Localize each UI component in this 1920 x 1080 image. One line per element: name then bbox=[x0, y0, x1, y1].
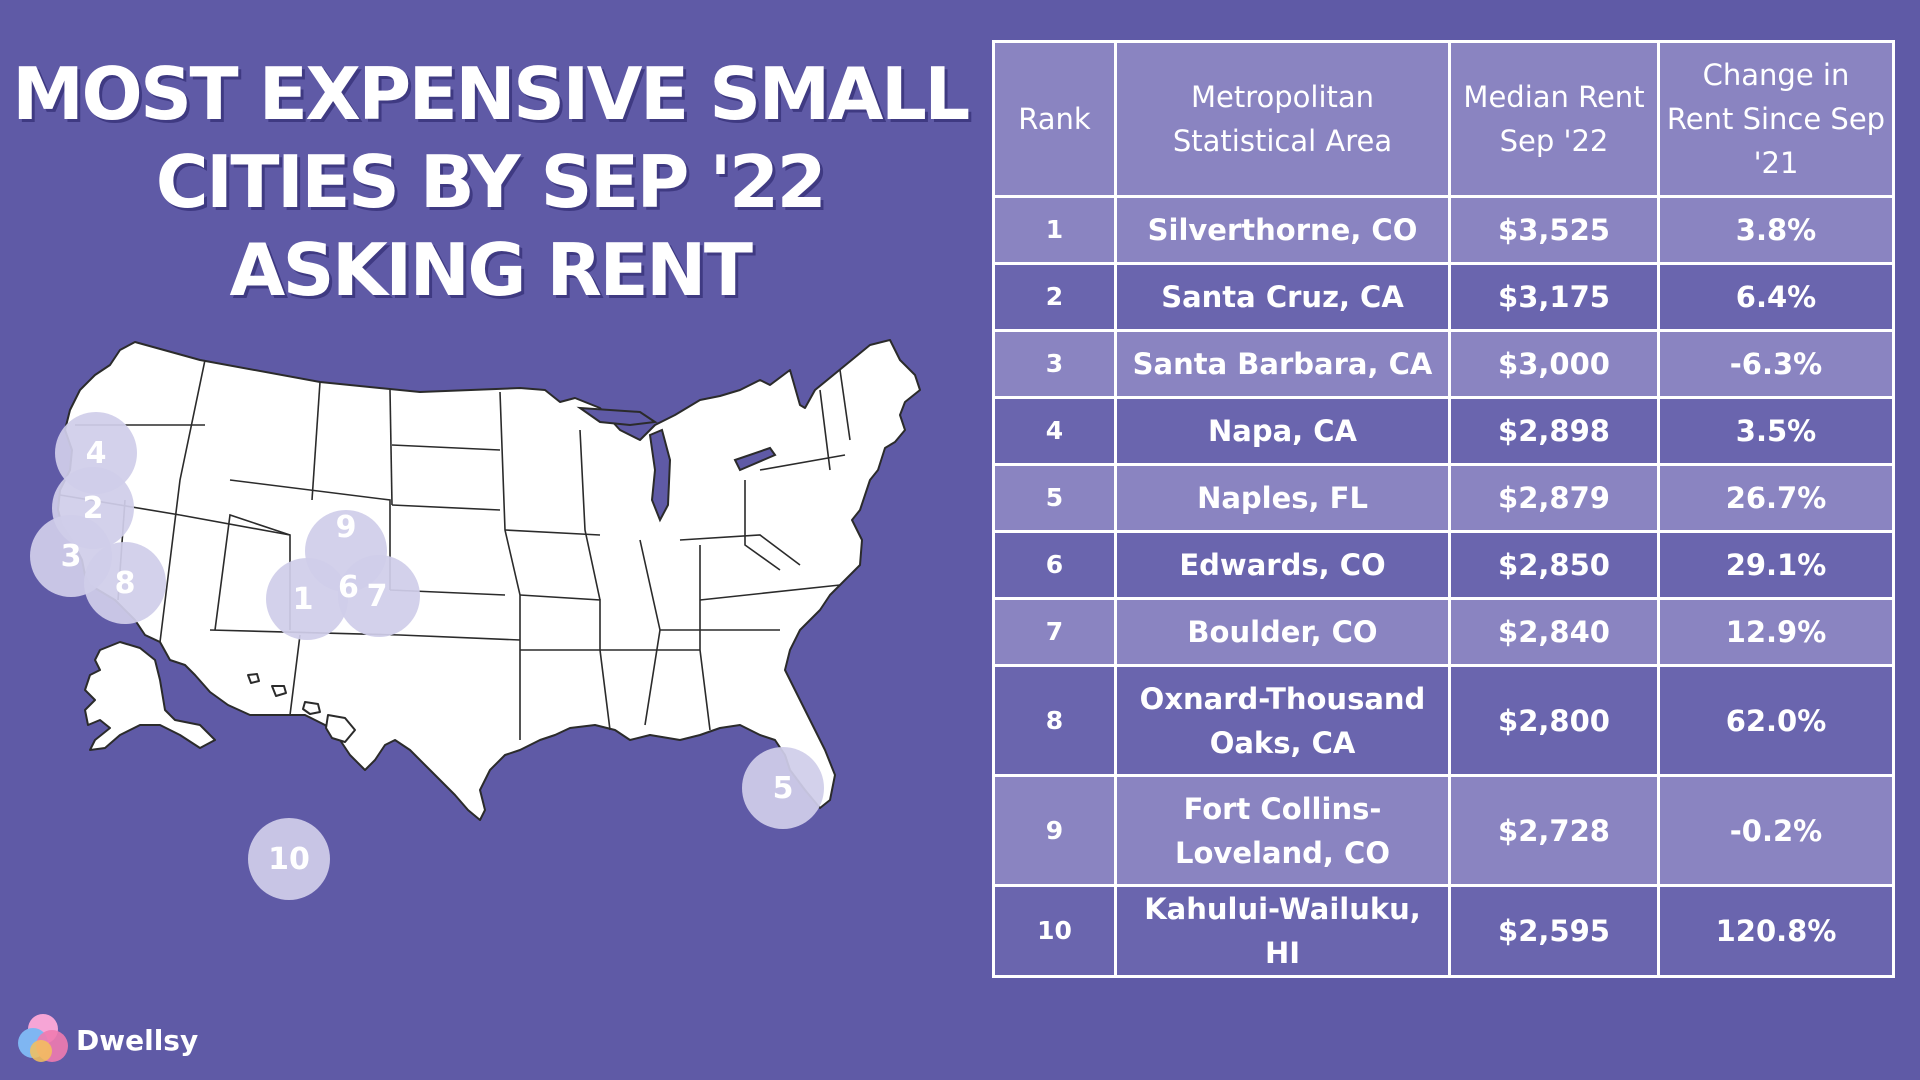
row-area: Napa, CA bbox=[1114, 396, 1451, 466]
table-row: 10 Kahului-Wailuku, HI $2,595 120.8% bbox=[992, 884, 1895, 978]
row-rent: $2,850 bbox=[1448, 530, 1660, 600]
row-area: Santa Barbara, CA bbox=[1114, 329, 1451, 399]
row-rank: 9 bbox=[992, 774, 1117, 887]
map-marker-7: 7 bbox=[338, 555, 420, 637]
row-rent: $3,000 bbox=[1448, 329, 1660, 399]
hawaii-big-island bbox=[325, 714, 356, 743]
map-marker-1: 1 bbox=[266, 558, 348, 640]
hawaii-kauai bbox=[247, 673, 260, 684]
header-rent: Median Rent Sep '22 bbox=[1448, 40, 1660, 198]
map-marker-8: 8 bbox=[84, 542, 166, 624]
header-rank: Rank bbox=[992, 40, 1117, 198]
us-map-outline bbox=[57, 339, 921, 821]
row-change: 26.7% bbox=[1657, 463, 1895, 533]
map-marker-9-label: 9 bbox=[335, 509, 357, 545]
row-area: Edwards, CO bbox=[1114, 530, 1451, 600]
row-rent: $2,840 bbox=[1448, 597, 1660, 667]
row-change: 3.8% bbox=[1657, 195, 1895, 265]
table-row: 8 Oxnard-Thousand Oaks, CA $2,800 62.0% bbox=[992, 664, 1895, 777]
row-rent: $2,728 bbox=[1448, 774, 1660, 887]
map-marker-1-label: 1 bbox=[292, 581, 314, 617]
row-change: 6.4% bbox=[1657, 262, 1895, 332]
row-area: Santa Cruz, CA bbox=[1114, 262, 1451, 332]
hawaii-maui bbox=[302, 701, 321, 715]
row-rent: $2,879 bbox=[1448, 463, 1660, 533]
table-row: 5 Naples, FL $2,879 26.7% bbox=[992, 463, 1895, 533]
rent-table: Rank Metropolitan Statistical Area Media… bbox=[992, 40, 1895, 978]
row-rent: $2,800 bbox=[1448, 664, 1660, 777]
row-rank: 6 bbox=[992, 530, 1117, 600]
row-area: Naples, FL bbox=[1114, 463, 1451, 533]
row-area: Fort Collins-Loveland, CO bbox=[1114, 774, 1451, 887]
contiguous-us-shape bbox=[57, 339, 921, 821]
row-area: Oxnard-Thousand Oaks, CA bbox=[1114, 664, 1451, 777]
page-title: MOST EXPENSIVE SMALL CITIES BY SEP '22 A… bbox=[12, 52, 970, 312]
row-area: Silverthorne, CO bbox=[1114, 195, 1451, 265]
row-rent: $3,525 bbox=[1448, 195, 1660, 265]
alaska-shape bbox=[84, 641, 216, 751]
row-rank: 10 bbox=[992, 884, 1117, 978]
row-rank: 7 bbox=[992, 597, 1117, 667]
row-change: 3.5% bbox=[1657, 396, 1895, 466]
dwellsy-logo: Dwellsy bbox=[18, 1012, 198, 1068]
table-row: 7 Boulder, CO $2,840 12.9% bbox=[992, 597, 1895, 667]
table-row: 2 Santa Cruz, CA $3,175 6.4% bbox=[992, 262, 1895, 332]
row-change: 62.0% bbox=[1657, 664, 1895, 777]
row-change: 12.9% bbox=[1657, 597, 1895, 667]
lake-michigan bbox=[648, 428, 672, 523]
row-rank: 4 bbox=[992, 396, 1117, 466]
header-change: Change in Rent Since Sep '21 bbox=[1657, 40, 1895, 198]
header-area: Metropolitan Statistical Area bbox=[1114, 40, 1451, 198]
row-rent: $2,898 bbox=[1448, 396, 1660, 466]
map-marker-5: 5 bbox=[742, 747, 824, 829]
row-rank: 8 bbox=[992, 664, 1117, 777]
table-row: 1 Silverthorne, CO $3,525 3.8% bbox=[992, 195, 1895, 265]
row-change: 29.1% bbox=[1657, 530, 1895, 600]
lake-superior bbox=[576, 406, 658, 427]
hawaii-oahu bbox=[271, 685, 287, 697]
us-map: 4 2 3 8 9 1 7 6 5 10 bbox=[0, 330, 960, 910]
row-rank: 3 bbox=[992, 329, 1117, 399]
table-header-row: Rank Metropolitan Statistical Area Media… bbox=[992, 40, 1895, 198]
lake-erie bbox=[733, 446, 777, 472]
row-rent: $3,175 bbox=[1448, 262, 1660, 332]
row-area: Boulder, CO bbox=[1114, 597, 1451, 667]
row-area: Kahului-Wailuku, HI bbox=[1114, 884, 1451, 978]
rent-table-container: Rank Metropolitan Statistical Area Media… bbox=[992, 40, 1895, 978]
map-marker-6-label: 6 bbox=[338, 570, 359, 605]
row-rent: $2,595 bbox=[1448, 884, 1660, 978]
logo-text: Dwellsy bbox=[76, 1023, 199, 1057]
row-rank: 5 bbox=[992, 463, 1117, 533]
dwellsy-logo-icon bbox=[18, 1014, 70, 1066]
row-change: 120.8% bbox=[1657, 884, 1895, 978]
row-rank: 2 bbox=[992, 262, 1117, 332]
map-marker-7-label: 7 bbox=[366, 578, 388, 614]
table-row: 4 Napa, CA $2,898 3.5% bbox=[992, 396, 1895, 466]
row-change: -0.2% bbox=[1657, 774, 1895, 887]
row-change: -6.3% bbox=[1657, 329, 1895, 399]
table-row: 3 Santa Barbara, CA $3,000 -6.3% bbox=[992, 329, 1895, 399]
table-row: 9 Fort Collins-Loveland, CO $2,728 -0.2% bbox=[992, 774, 1895, 887]
map-marker-10: 10 bbox=[248, 818, 330, 900]
row-rank: 1 bbox=[992, 195, 1117, 265]
table-row: 6 Edwards, CO $2,850 29.1% bbox=[992, 530, 1895, 600]
